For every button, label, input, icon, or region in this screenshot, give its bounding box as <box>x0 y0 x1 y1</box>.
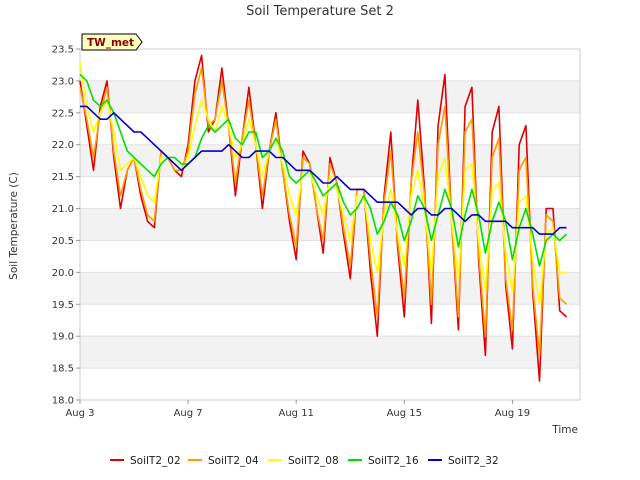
legend: SoilT2_02 SoilT2_04 SoilT2_08 SoilT2_16 Soil… <box>110 455 499 467</box>
x-tick-label: Aug 15 <box>387 408 422 419</box>
grid-band <box>80 304 580 337</box>
y-tick-label: 20.0 <box>52 268 74 279</box>
legend-label-soilt2-16: SoilT2_16 <box>368 455 419 467</box>
y-tick-label: 23.5 <box>52 45 74 56</box>
y-tick-label: 21.0 <box>52 204 74 215</box>
y-tick-label: 19.5 <box>52 300 74 311</box>
y-tick-label: 18.0 <box>52 396 74 407</box>
station-badge: TW_met <box>81 33 143 51</box>
station-badge-label: TW_met <box>87 37 134 49</box>
x-tick-label: Aug 11 <box>278 408 313 419</box>
y-axis-ticks: 18.0 18.5 19.0 19.5 20.0 20.5 21.0 21.5 22.0 22.5… <box>52 45 80 407</box>
grid-band <box>80 208 580 241</box>
grid-band <box>80 49 580 81</box>
grid-band <box>80 368 580 400</box>
series-line-soilt2-16 <box>79 73 568 267</box>
legend-label-soilt2-32: SoilT2_32 <box>448 455 499 467</box>
x-tick-label: Aug 19 <box>495 408 530 419</box>
series-line-soilt2-32 <box>80 105 567 235</box>
series-lines <box>79 54 568 382</box>
grid-band <box>80 112 580 145</box>
grid-band <box>80 336 580 369</box>
x-tick-label: Aug 3 <box>65 408 94 419</box>
x-axis-ticks: Aug 3 Aug 7 Aug 11 Aug 15 Aug 19 <box>65 400 530 419</box>
chart-title: Soil Temperature Set 2 <box>246 4 394 19</box>
y-tick-label: 22.0 <box>52 140 74 151</box>
legend-label-soilt2-08: SoilT2_08 <box>288 455 339 467</box>
y-tick-label: 19.0 <box>52 332 74 343</box>
grid-band <box>80 80 580 113</box>
y-tick-label: 23.0 <box>52 76 74 87</box>
y-tick-label: 18.5 <box>52 364 74 375</box>
plot-frame <box>79 48 581 401</box>
legend-label-soilt2-02: SoilT2_02 <box>130 455 181 467</box>
y-tick-label: 20.5 <box>52 236 74 247</box>
station-badge-shape <box>81 33 143 51</box>
y-tick-label: 22.5 <box>52 108 74 119</box>
x-axis-label: Time <box>551 424 578 436</box>
y-tick-label: 21.5 <box>52 172 74 183</box>
series-line-soilt2-08 <box>79 61 567 306</box>
legend-label-soilt2-04: SoilT2_04 <box>208 455 259 467</box>
grid-band <box>80 272 580 305</box>
x-tick-label: Aug 7 <box>174 408 203 419</box>
y-axis-label: Soil Temperature (C) <box>8 172 20 280</box>
grid-band <box>80 240 580 273</box>
